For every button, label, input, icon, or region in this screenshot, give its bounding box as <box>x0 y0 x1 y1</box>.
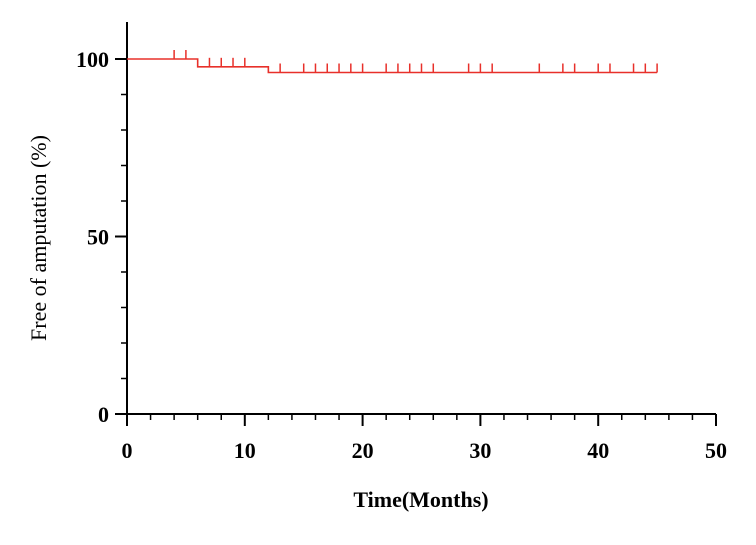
x-tick-label: 0 <box>122 438 133 463</box>
survival-step-line <box>127 58 658 74</box>
x-tick-label: 20 <box>352 438 374 463</box>
x-tick-label: 30 <box>469 438 491 463</box>
y-axis-title: Free of amputation (%) <box>26 135 51 341</box>
series-layer <box>127 50 658 74</box>
x-tick-label: 50 <box>705 438 727 463</box>
x-axis-title: Time(Months) <box>353 487 488 512</box>
y-tick-label: 0 <box>98 402 109 427</box>
y-tick-label: 50 <box>87 225 109 250</box>
x-tick-label: 40 <box>587 438 609 463</box>
axes: 0 10 20 30 40 50 0 50 100 <box>76 22 727 463</box>
y-tick-label: 100 <box>76 47 109 72</box>
x-tick-label: 10 <box>234 438 256 463</box>
